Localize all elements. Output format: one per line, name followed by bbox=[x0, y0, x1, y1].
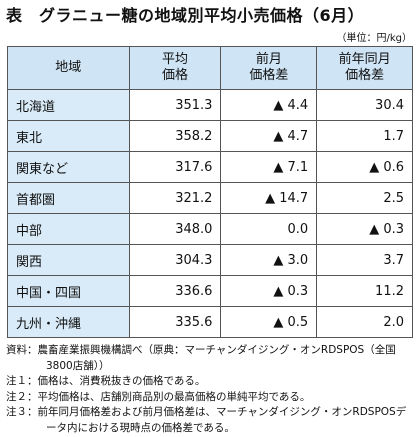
region-cell: 中部 bbox=[7, 213, 130, 245]
table-row: 関西 304.3 ▲ 3.0 3.7 bbox=[7, 244, 413, 276]
value-cell: ▲ 3.0 bbox=[220, 244, 318, 276]
value-cell: 335.6 bbox=[128, 306, 222, 338]
value-cell: 30.4 bbox=[316, 89, 413, 121]
value-cell: 3.7 bbox=[316, 244, 413, 276]
value-cell: 336.6 bbox=[128, 275, 222, 307]
table-row: 東北 358.2 ▲ 4.7 1.7 bbox=[7, 120, 413, 152]
value-cell: 358.2 bbox=[128, 120, 222, 152]
table-body: 北海道 351.3 ▲ 4.4 30.4 東北 358.2 ▲ 4.7 1.7 関東など 317.… bbox=[7, 89, 413, 338]
note: 注３：前年同月価格差および前月価格差は、マーチャンダイジング・オンRDSPOSデ… bbox=[6, 406, 407, 434]
column-header: 前月 価格差 bbox=[220, 46, 318, 90]
value-cell: ▲ 0.3 bbox=[316, 213, 413, 245]
value-cell: 2.5 bbox=[316, 182, 413, 214]
table-row: 関東など 317.6 ▲ 7.1 ▲ 0.6 bbox=[7, 151, 413, 183]
value-cell: ▲ 0.3 bbox=[220, 275, 318, 307]
table-row: 九州・沖縄 335.6 ▲ 0.5 2.0 bbox=[7, 306, 413, 338]
header-row: 地域 平均 価格 前月 価格差 前年同月 価格差 bbox=[7, 46, 413, 90]
header-line: 地域 bbox=[55, 60, 82, 75]
table-row: 首都圏 321.2 ▲ 14.7 2.5 bbox=[7, 182, 413, 214]
note: 注２：平均価格は、店舗別商品別の最高価格の単純平均である。 bbox=[6, 390, 311, 403]
price-table: 地域 平均 価格 前月 価格差 前年同月 価格差 北海道 351.3 ▲ 4.4 30.4 東北 35… bbox=[7, 46, 413, 338]
column-header: 前年同月 価格差 bbox=[316, 46, 413, 90]
title: 表 グラニュー糖の地域別平均小売価格（6月） bbox=[6, 6, 365, 25]
table-row: 中国・四国 336.6 ▲ 0.3 11.2 bbox=[7, 275, 413, 307]
header-line: 平均 bbox=[162, 52, 189, 67]
value-cell: 1.7 bbox=[316, 120, 413, 152]
unit: （単位：円/kg） bbox=[336, 33, 412, 44]
region-cell: 東北 bbox=[7, 120, 130, 152]
value-cell: 351.3 bbox=[128, 89, 222, 121]
region-cell: 北海道 bbox=[7, 89, 130, 121]
value-cell: ▲ 4.7 bbox=[220, 120, 318, 152]
table-row: 北海道 351.3 ▲ 4.4 30.4 bbox=[7, 89, 413, 121]
region-cell: 関西 bbox=[7, 244, 130, 276]
region-cell: 九州・沖縄 bbox=[7, 306, 130, 338]
region-cell: 首都圏 bbox=[7, 182, 130, 214]
value-cell: ▲ 4.4 bbox=[220, 89, 318, 121]
column-header: 平均 価格 bbox=[128, 46, 222, 90]
value-cell: 0.0 bbox=[220, 213, 318, 245]
header-line: 前月 bbox=[255, 52, 282, 67]
value-cell: 2.0 bbox=[316, 306, 413, 338]
region-cell: 関東など bbox=[7, 151, 130, 183]
header-line: 価格 bbox=[162, 68, 189, 83]
value-cell: 317.6 bbox=[128, 151, 222, 183]
note: 注１：価格は、消費税抜きの価格である。 bbox=[6, 375, 206, 388]
region-cell: 中国・四国 bbox=[7, 275, 130, 307]
header-line: 前年同月 bbox=[338, 52, 391, 67]
value-cell: 321.2 bbox=[128, 182, 222, 214]
value-cell: ▲ 0.6 bbox=[316, 151, 413, 183]
header-line: 価格差 bbox=[249, 68, 289, 83]
column-header: 地域 bbox=[7, 46, 130, 90]
page: 表 グラニュー糖の地域別平均小売価格（6月） （単位：円/kg） 地域 平均 価格前… bbox=[6, 6, 413, 434]
value-cell: ▲ 0.5 bbox=[220, 306, 318, 338]
value-cell: 304.3 bbox=[128, 244, 222, 276]
value-cell: ▲ 14.7 bbox=[220, 182, 318, 214]
header-line: 価格差 bbox=[345, 68, 385, 83]
table-row: 中部 348.0 0.0 ▲ 0.3 bbox=[7, 213, 413, 245]
note: 資料：農畜産業振興機構調べ（原典：マーチャンダイジング・オンRDSPOS（全国3… bbox=[6, 344, 396, 372]
value-cell: 11.2 bbox=[316, 275, 413, 307]
value-cell: 348.0 bbox=[128, 213, 222, 245]
value-cell: ▲ 7.1 bbox=[220, 151, 318, 183]
